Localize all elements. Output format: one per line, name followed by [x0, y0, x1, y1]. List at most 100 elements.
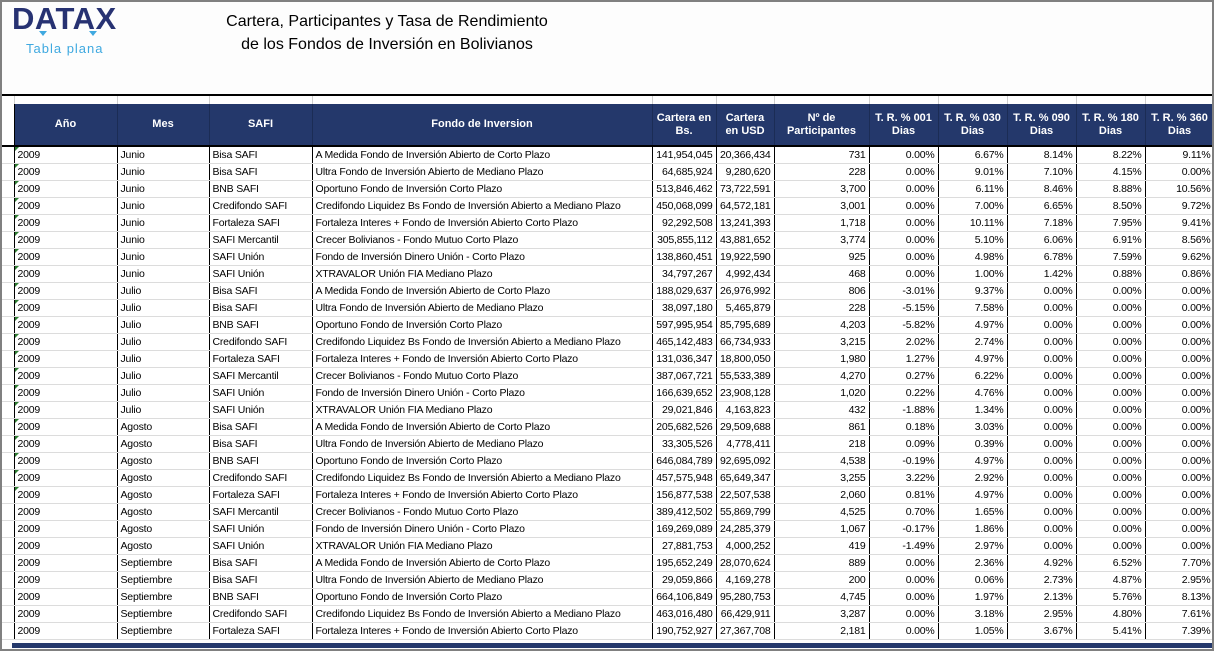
- cell-fund[interactable]: Fortaleza Interes + Fondo de Inversión A…: [312, 350, 653, 368]
- cell-tr-360[interactable]: 0.00%: [1145, 469, 1212, 487]
- cell-tr-001[interactable]: -0.17%: [869, 520, 939, 538]
- column-header-tr-180[interactable]: T. R. % 180 Dias: [1076, 104, 1146, 147]
- cell-safi[interactable]: Credifondo SAFI: [209, 469, 313, 487]
- cell-tr-090[interactable]: 8.14%: [1007, 146, 1077, 164]
- cell-cartera-usd[interactable]: 24,285,379: [716, 520, 775, 538]
- cell-tr-030[interactable]: 1.00%: [938, 265, 1008, 283]
- cell-cartera-usd[interactable]: 20,366,434: [716, 146, 775, 164]
- cell-participants[interactable]: 889: [774, 554, 870, 572]
- cell-tr-030[interactable]: 2.36%: [938, 554, 1008, 572]
- cell-year[interactable]: 2009: [14, 231, 118, 249]
- cell-tr-001[interactable]: 0.00%: [869, 197, 939, 215]
- cell-tr-090[interactable]: 0.00%: [1007, 503, 1077, 521]
- cell-year[interactable]: 2009: [14, 180, 118, 198]
- column-header-year[interactable]: Año: [14, 104, 118, 147]
- cell-safi[interactable]: Bisa SAFI: [209, 571, 313, 589]
- cell-cartera-usd[interactable]: 92,695,092: [716, 452, 775, 470]
- cell-cartera-usd[interactable]: 28,070,624: [716, 554, 775, 572]
- cell-fund[interactable]: Fondo de Inversión Dinero Unión - Corto …: [312, 248, 653, 266]
- cell-participants[interactable]: 4,203: [774, 316, 870, 334]
- cell-month[interactable]: Agosto: [117, 452, 210, 470]
- cell-participants[interactable]: 3,774: [774, 231, 870, 249]
- cell-cartera-usd[interactable]: 95,280,753: [716, 588, 775, 606]
- cell-month[interactable]: Septiembre: [117, 554, 210, 572]
- cell-tr-030[interactable]: 4.76%: [938, 384, 1008, 402]
- cell-fund[interactable]: XTRAVALOR Unión FIA Mediano Plazo: [312, 537, 653, 555]
- cell-tr-090[interactable]: 3.67%: [1007, 622, 1077, 640]
- cell-tr-030[interactable]: 0.06%: [938, 571, 1008, 589]
- cell-month[interactable]: Julio: [117, 367, 210, 385]
- cell-tr-180[interactable]: 4.80%: [1076, 605, 1146, 623]
- column-header-safi[interactable]: SAFI: [209, 104, 313, 147]
- cell-tr-030[interactable]: 9.01%: [938, 163, 1008, 181]
- cell-tr-360[interactable]: 2.95%: [1145, 571, 1212, 589]
- cell-month[interactable]: Agosto: [117, 537, 210, 555]
- cell-tr-360[interactable]: 0.00%: [1145, 350, 1212, 368]
- cell-year[interactable]: 2009: [14, 452, 118, 470]
- cell-month[interactable]: Junio: [117, 248, 210, 266]
- cell-year[interactable]: 2009: [14, 418, 118, 436]
- cell-tr-360[interactable]: 0.86%: [1145, 265, 1212, 283]
- cell-month[interactable]: Septiembre: [117, 571, 210, 589]
- cell-tr-180[interactable]: 0.00%: [1076, 520, 1146, 538]
- cell-tr-001[interactable]: 0.00%: [869, 265, 939, 283]
- cell-tr-180[interactable]: 7.59%: [1076, 248, 1146, 266]
- cell-year[interactable]: 2009: [14, 469, 118, 487]
- cell-participants[interactable]: 468: [774, 265, 870, 283]
- cell-fund[interactable]: Fortaleza Interes + Fondo de Inversión A…: [312, 622, 653, 640]
- cell-tr-180[interactable]: 0.00%: [1076, 333, 1146, 351]
- cell-safi[interactable]: BNB SAFI: [209, 452, 313, 470]
- cell-cartera-usd[interactable]: 43,881,652: [716, 231, 775, 249]
- column-header-tr-090[interactable]: T. R. % 090 Dias: [1007, 104, 1077, 147]
- cell-fund[interactable]: Oportuno Fondo de Inversión Corto Plazo: [312, 452, 653, 470]
- column-header-fund[interactable]: Fondo de Inversion: [312, 104, 653, 147]
- cell-tr-030[interactable]: 4.97%: [938, 452, 1008, 470]
- cell-year[interactable]: 2009: [14, 367, 118, 385]
- cell-tr-180[interactable]: 7.95%: [1076, 214, 1146, 232]
- cell-participants[interactable]: 2,181: [774, 622, 870, 640]
- cell-cartera-bs[interactable]: 166,639,652: [652, 384, 717, 402]
- cell-participants[interactable]: 3,700: [774, 180, 870, 198]
- cell-cartera-bs[interactable]: 450,068,099: [652, 197, 717, 215]
- cell-tr-001[interactable]: -1.88%: [869, 401, 939, 419]
- cell-month[interactable]: Junio: [117, 163, 210, 181]
- cell-tr-090[interactable]: 6.06%: [1007, 231, 1077, 249]
- cell-tr-180[interactable]: 0.00%: [1076, 384, 1146, 402]
- cell-tr-030[interactable]: 2.74%: [938, 333, 1008, 351]
- cell-cartera-usd[interactable]: 4,992,434: [716, 265, 775, 283]
- cell-safi[interactable]: Credifondo SAFI: [209, 333, 313, 351]
- cell-tr-180[interactable]: 0.00%: [1076, 486, 1146, 504]
- cell-tr-090[interactable]: 0.00%: [1007, 452, 1077, 470]
- cell-participants[interactable]: 2,060: [774, 486, 870, 504]
- cell-participants[interactable]: 3,215: [774, 333, 870, 351]
- cell-tr-180[interactable]: 0.00%: [1076, 452, 1146, 470]
- cell-fund[interactable]: Credifondo Liquidez Bs Fondo de Inversió…: [312, 605, 653, 623]
- cell-fund[interactable]: A Medida Fondo de Inversión Abierto de C…: [312, 282, 653, 300]
- cell-participants[interactable]: 1,020: [774, 384, 870, 402]
- cell-year[interactable]: 2009: [14, 571, 118, 589]
- cell-tr-360[interactable]: 0.00%: [1145, 452, 1212, 470]
- cell-tr-360[interactable]: 0.00%: [1145, 435, 1212, 453]
- cell-cartera-bs[interactable]: 190,752,927: [652, 622, 717, 640]
- cell-tr-180[interactable]: 0.00%: [1076, 282, 1146, 300]
- cell-fund[interactable]: Fondo de Inversión Dinero Unión - Corto …: [312, 384, 653, 402]
- cell-tr-180[interactable]: 4.15%: [1076, 163, 1146, 181]
- cell-fund[interactable]: XTRAVALOR Unión FIA Mediano Plazo: [312, 401, 653, 419]
- cell-tr-030[interactable]: 3.03%: [938, 418, 1008, 436]
- cell-tr-180[interactable]: 0.00%: [1076, 299, 1146, 317]
- column-header-cartera-bs[interactable]: Cartera en Bs.: [652, 104, 717, 147]
- cell-cartera-usd[interactable]: 4,169,278: [716, 571, 775, 589]
- cell-tr-030[interactable]: 4.97%: [938, 486, 1008, 504]
- cell-tr-360[interactable]: 0.00%: [1145, 384, 1212, 402]
- cell-safi[interactable]: BNB SAFI: [209, 588, 313, 606]
- cell-month[interactable]: Agosto: [117, 520, 210, 538]
- cell-year[interactable]: 2009: [14, 333, 118, 351]
- cell-cartera-usd[interactable]: 66,429,911: [716, 605, 775, 623]
- cell-tr-360[interactable]: 7.61%: [1145, 605, 1212, 623]
- cell-participants[interactable]: 3,255: [774, 469, 870, 487]
- cell-tr-030[interactable]: 3.18%: [938, 605, 1008, 623]
- cell-month[interactable]: Julio: [117, 333, 210, 351]
- cell-year[interactable]: 2009: [14, 299, 118, 317]
- cell-safi[interactable]: Bisa SAFI: [209, 146, 313, 164]
- cell-month[interactable]: Junio: [117, 231, 210, 249]
